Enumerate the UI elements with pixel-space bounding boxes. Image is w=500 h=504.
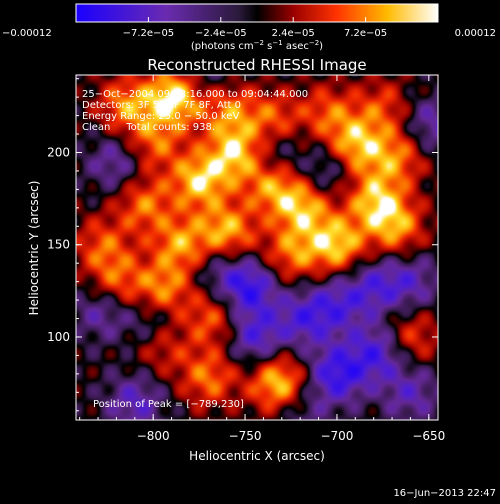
colorbar-tick-label: 7.2e−05 [344,28,387,39]
plot-image-container [76,75,438,420]
plot-frame [75,74,439,421]
annotation-detectors: Detectors: 3F 5F 6F 7F 8F, Att 0 [82,100,241,111]
y-axis-label: Heliocentric Y (arcsec) [27,181,41,316]
colorbar-ticks: −0.00012 −7.2e−05 −2.4e−05 2.4e−05 7.2e−05 0.… [2,17,496,39]
colorbar-tick-label: −0.00012 [2,28,52,39]
footer-timestamp: 16−Jun−2013 22:47 [393,488,496,499]
y-tick-label: 100 [47,330,70,344]
colorbar-tick-label: −2.4e−05 [195,28,247,39]
x-tick-label: −750 [229,429,262,443]
annotation-time-range: 25−Oct−2004 09:03:16.000 to 09:04:44.000 [82,89,308,100]
annotation-clean-counts: Clean Total counts: 938. [82,122,215,133]
x-tick-label: −700 [320,429,353,443]
colorbar-tick-label: 2.4e−05 [272,28,315,39]
y-tick-label: 150 [47,238,70,252]
x-tick-label: −650 [412,429,445,443]
y-tick-label: 200 [47,145,70,159]
peak-position-label: Position of Peak = [−789,230] [93,399,244,410]
x-tick-label: −800 [137,429,170,443]
x-axis-label: Heliocentric X (arcsec) [189,449,325,463]
annotation-energy-range: Energy Range: 25.0 − 50.0 keV [82,111,239,122]
chart-title: Reconstructed RHESSI Image [147,56,366,74]
colorbar-units: (photons cm−2 s−1 asec−2) [191,39,323,52]
colorbar-tick-label: 0.00012 [455,28,496,39]
colorbar [75,3,439,23]
heatmap-image [76,75,438,420]
y-axis-ticks: 100 150 200 [47,78,438,412]
colorbar-tick-label: −7.2e−05 [123,28,175,39]
annotation-block: 25−Oct−2004 09:03:16.000 to 09:04:44.000… [82,89,308,133]
x-axis-ticks: −800 −750 −700 −650 [79,75,445,443]
